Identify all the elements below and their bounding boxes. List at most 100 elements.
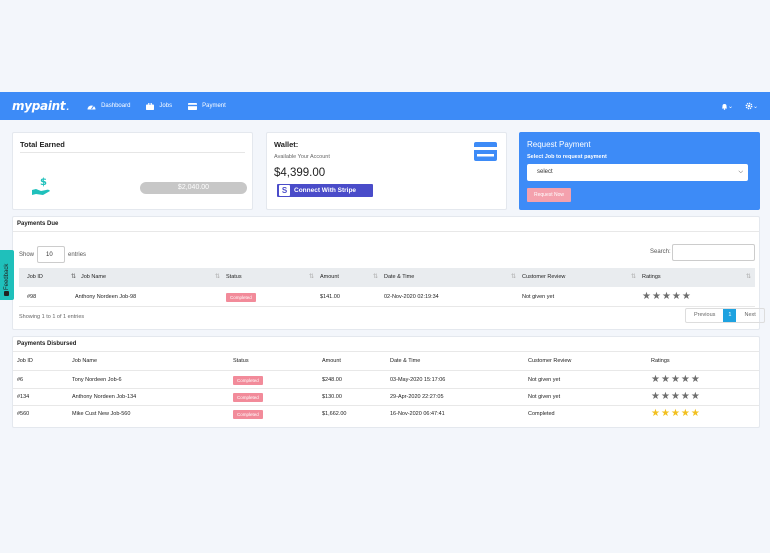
- job-select-value: select: [537, 169, 553, 175]
- payments-disbursed-panel: Payments Disbursed Job ID Job Name Statu…: [12, 336, 760, 428]
- logo-text: mypaint: [12, 99, 66, 113]
- cell-job-name: Anthony Nordeen Job-98: [75, 294, 137, 300]
- briefcase-icon: [146, 102, 155, 110]
- gear-icon: [745, 102, 753, 110]
- sort-icon[interactable]: ⇅: [746, 274, 752, 280]
- wallet-title: Wallet:: [274, 140, 299, 149]
- star-icon: ★: [661, 291, 671, 302]
- nav-item-payment[interactable]: Payment: [188, 102, 226, 110]
- total-earned-card: Total Earned $ $2,040.00: [12, 132, 253, 210]
- cell-job-id: #560: [17, 411, 30, 417]
- col-amount[interactable]: Amount: [320, 274, 339, 280]
- sort-icon[interactable]: ⇅: [373, 274, 379, 280]
- star-icon: ★: [690, 374, 700, 385]
- dashboard-icon: [87, 105, 96, 109]
- nav-item-dashboard[interactable]: Dashboard: [87, 103, 130, 110]
- pagination: Previous 1 Next: [685, 308, 765, 323]
- cell-amount: $130.00: [322, 394, 342, 400]
- search-label: Search:: [650, 249, 671, 255]
- table-row: #134 Anthony Nordeen Job-134 Completed $…: [13, 389, 759, 406]
- star-icon: ★: [690, 391, 700, 402]
- show-label: Show: [19, 251, 35, 258]
- col-job-name[interactable]: Job Name: [81, 274, 107, 280]
- feedback-label: Feedback: [4, 263, 10, 290]
- credit-card-icon: [188, 102, 198, 110]
- cell-job-id: #6: [17, 377, 24, 383]
- notifications-dropdown[interactable]: ⌄: [721, 103, 733, 110]
- nav-item-jobs[interactable]: Jobs: [146, 102, 173, 110]
- cell-job-name: Mike Cust New Job-560: [72, 411, 131, 417]
- star-icon: ★: [680, 408, 690, 419]
- chevron-down-icon: ⌵: [738, 169, 743, 175]
- feedback-tab[interactable]: Feedback: [0, 250, 14, 300]
- search-input[interactable]: [672, 244, 755, 261]
- cell-job-id: #98: [27, 294, 37, 300]
- request-payment-title: Request Payment: [527, 140, 591, 149]
- star-icon: ★: [660, 391, 670, 402]
- status-badge: Completed: [233, 410, 263, 419]
- star-icon: ★: [651, 391, 660, 402]
- wallet-balance: $4,399.00: [274, 167, 326, 179]
- status-badge: Completed: [233, 376, 263, 385]
- cell-amount: $248.00: [322, 377, 342, 383]
- app-logo[interactable]: mypaint.: [12, 99, 69, 113]
- payments-due-panel: Payments Due Show 10 entries Search: Job…: [12, 216, 765, 330]
- col-datetime: Date & Time: [390, 358, 421, 364]
- col-job-id[interactable]: Job ID: [27, 274, 43, 280]
- nav-label-jobs: Jobs: [159, 103, 173, 109]
- entries-select[interactable]: 10: [37, 246, 66, 263]
- col-review[interactable]: Customer Review: [522, 274, 566, 280]
- page-1-button[interactable]: 1: [723, 309, 737, 322]
- rating-stars: ★ ★ ★ ★ ★: [651, 375, 701, 385]
- request-payment-subtitle: Select Job to request payment: [527, 154, 607, 160]
- next-page-button[interactable]: Next: [744, 312, 756, 318]
- chevron-down-icon: ⌄: [752, 103, 758, 110]
- chevron-down-icon: ⌄: [727, 103, 733, 110]
- star-icon: ★: [681, 291, 691, 302]
- star-icon: ★: [660, 408, 670, 419]
- star-icon: ★: [651, 374, 660, 385]
- col-ratings: Ratings: [651, 358, 670, 364]
- cell-job-id: #134: [17, 394, 30, 400]
- connect-stripe-label: Connect With Stripe: [294, 187, 357, 194]
- nav-label-payment: Payment: [202, 103, 226, 109]
- sort-icon[interactable]: ⇅: [511, 274, 517, 280]
- cell-job-name: Tony Nordeen Job-6: [72, 377, 122, 383]
- table-row: #6 Tony Nordeen Job-6 Completed $248.00 …: [13, 372, 759, 389]
- sort-icon[interactable]: ⇅: [215, 274, 221, 280]
- job-select[interactable]: select ⌵: [527, 164, 748, 181]
- wallet-card: Wallet: Available Your Account $4,399.00…: [266, 132, 507, 210]
- credit-card-icon: [474, 142, 497, 161]
- rating-stars: ★ ★ ★ ★ ★: [642, 292, 692, 302]
- sort-icon[interactable]: ⇅: [71, 274, 77, 280]
- nav-label-dashboard: Dashboard: [101, 103, 131, 109]
- rating-stars: ★ ★ ★ ★ ★: [651, 392, 701, 402]
- col-amount: Amount: [322, 358, 341, 364]
- col-status[interactable]: Status: [226, 274, 242, 280]
- connect-stripe-button[interactable]: S Connect With Stripe: [277, 184, 373, 197]
- sort-icon[interactable]: ⇅: [309, 274, 315, 280]
- sort-icon[interactable]: ⇅: [631, 274, 637, 280]
- top-nav-bar: mypaint. Dashboard Jobs Payment ⌄ ⌄: [0, 92, 770, 120]
- cell-datetime: 16-Nov-2020 06:47:41: [390, 411, 445, 417]
- entries-length-control: Show 10 entries: [19, 246, 86, 263]
- svg-text:$: $: [40, 177, 47, 188]
- divider: [20, 152, 245, 153]
- cell-job-name: Anthony Nordeen Job-134: [72, 394, 137, 400]
- entries-label: entries: [68, 251, 87, 258]
- cell-amount: $1,662.00: [322, 411, 347, 417]
- star-icon: ★: [670, 374, 680, 385]
- col-datetime[interactable]: Date & Time: [384, 274, 415, 280]
- previous-page-button[interactable]: Previous: [694, 312, 716, 318]
- star-icon: ★: [680, 374, 690, 385]
- settings-dropdown[interactable]: ⌄: [745, 102, 758, 110]
- request-now-button[interactable]: Request Now: [527, 188, 571, 202]
- col-ratings[interactable]: Ratings: [642, 274, 661, 280]
- cell-review: Not given yet: [522, 294, 555, 300]
- feedback-icon: [4, 291, 9, 296]
- star-icon: ★: [642, 291, 651, 302]
- divider: [13, 351, 759, 352]
- cell-review: Completed: [528, 411, 555, 417]
- status-badge: Completed: [226, 293, 256, 302]
- star-icon: ★: [670, 391, 680, 402]
